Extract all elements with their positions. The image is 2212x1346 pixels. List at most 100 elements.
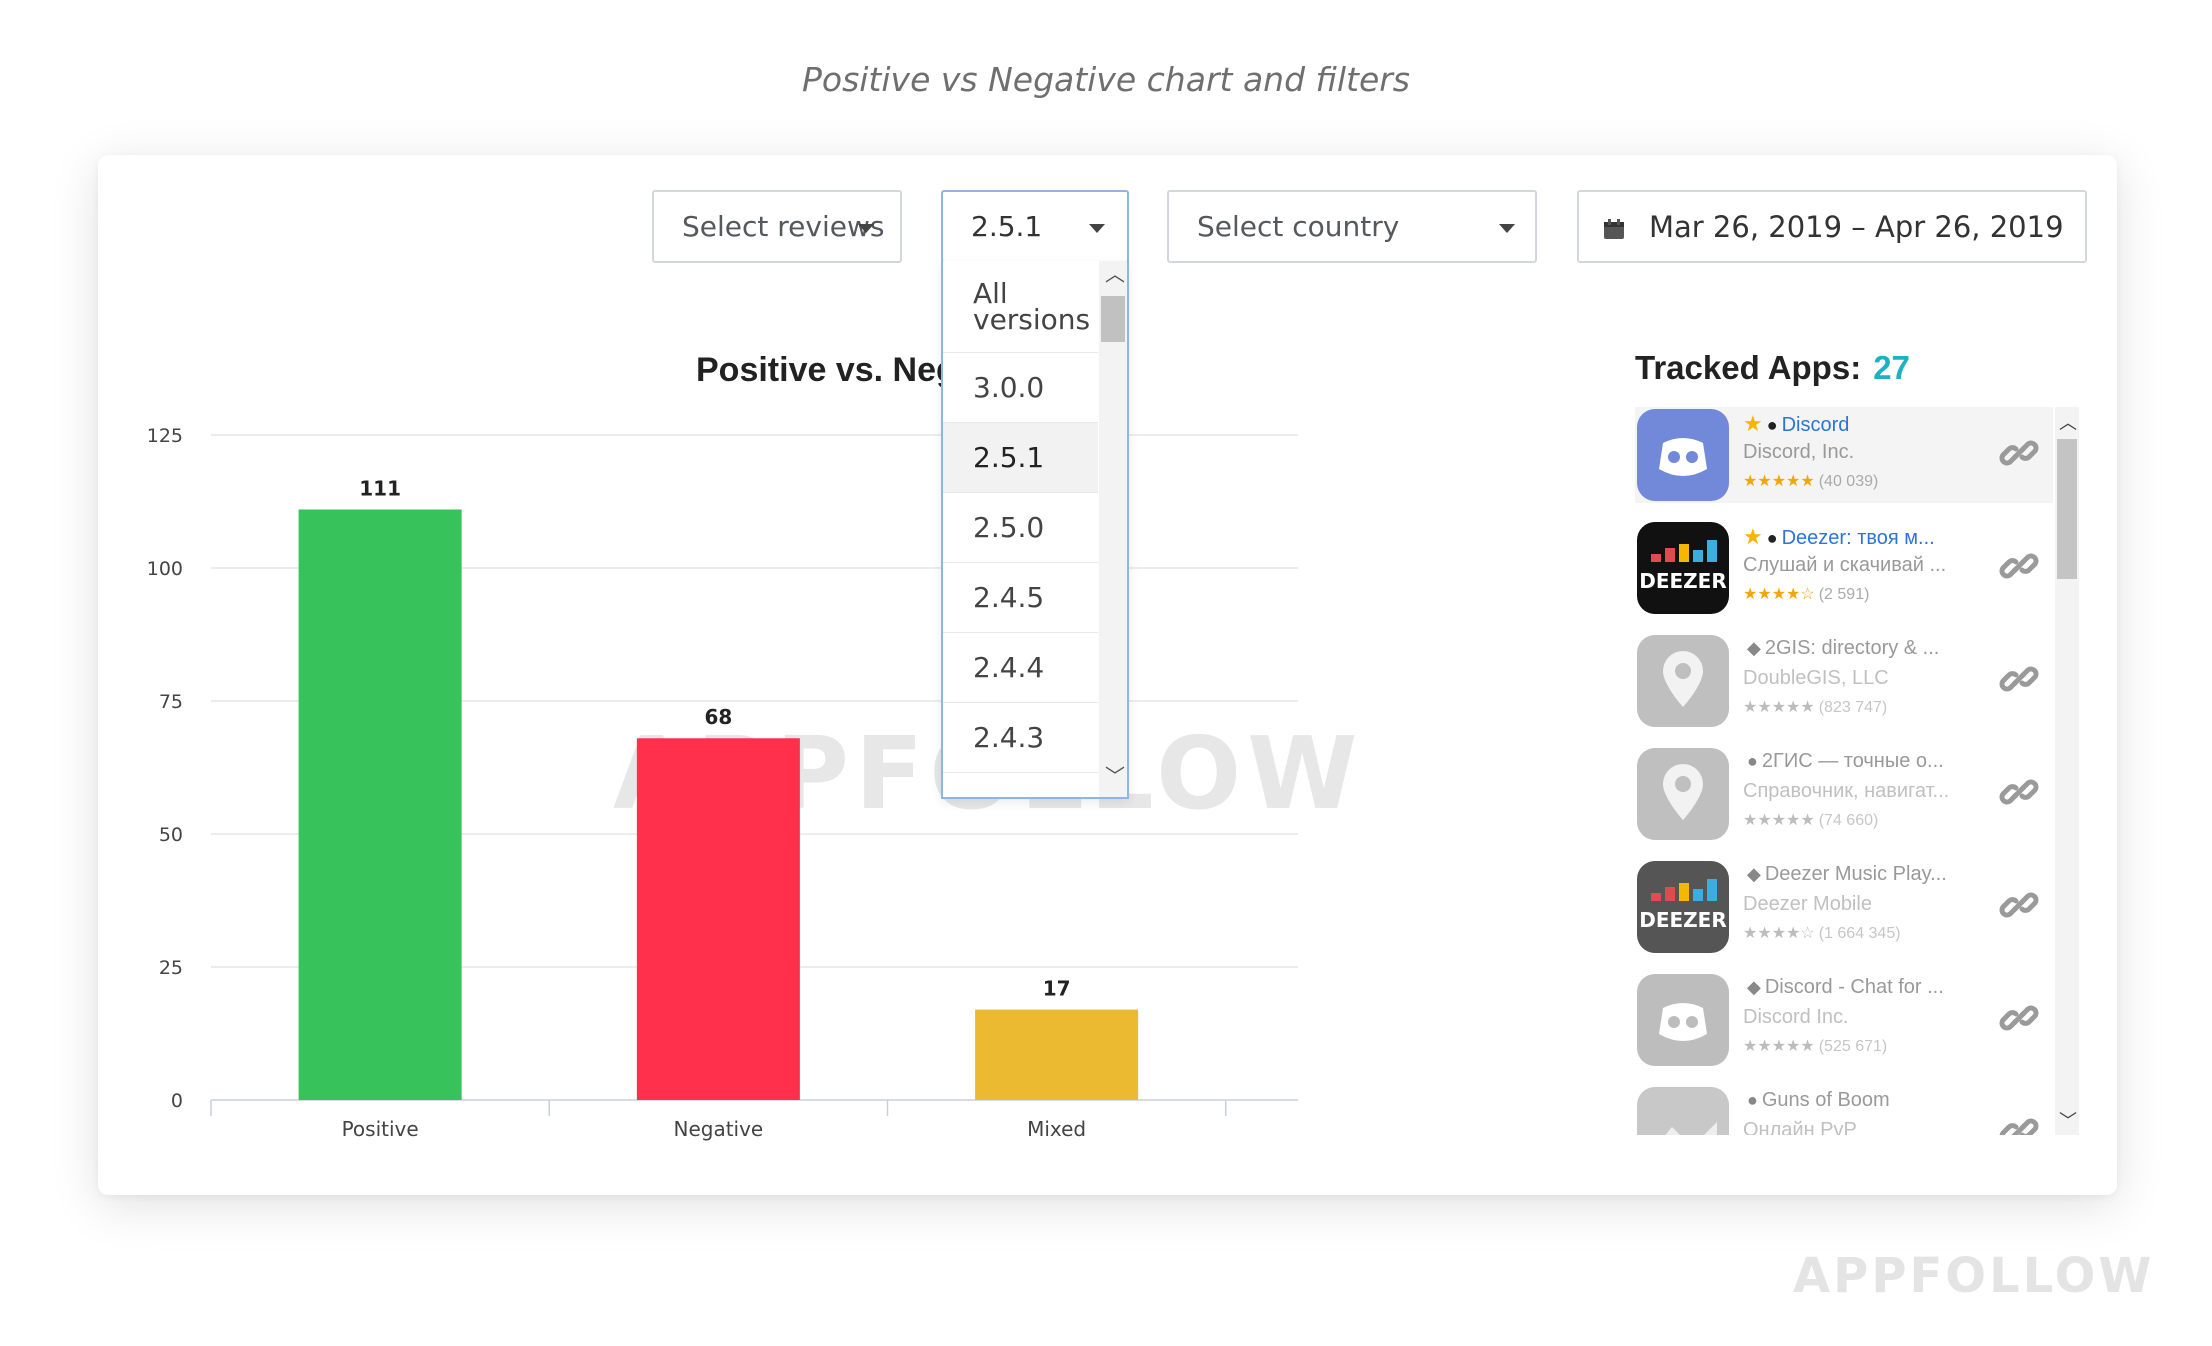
rating-stars-icon: ★★★★★ xyxy=(1743,812,1815,829)
2gis-icon xyxy=(1637,748,1729,840)
version-option[interactable]: 2.4.3 xyxy=(943,703,1098,773)
app-name[interactable]: ● Guns of Boom xyxy=(1743,1089,1983,1112)
data-label: 111 xyxy=(359,476,401,500)
app-name[interactable]: ● 2ГИС — точные о... xyxy=(1743,750,1983,773)
calendar-icon xyxy=(1604,219,1624,239)
link-icon[interactable] xyxy=(1999,433,2039,473)
guns-of-boom-icon xyxy=(1637,1087,1729,1135)
date-range-picker[interactable]: Mar 26, 2019 – Apr 26, 2019 xyxy=(1577,190,2087,263)
android-icon: ◆ xyxy=(1747,977,1761,997)
app-name[interactable]: ◆ 2GIS: directory & ... xyxy=(1743,637,1983,660)
dropdown-scrollbar[interactable]: ︿ ﹀ xyxy=(1099,261,1127,797)
app-publisher: Справочник, навигат... xyxy=(1743,780,1950,802)
chevron-down-icon xyxy=(1089,224,1105,233)
version-option[interactable]: 2.5.0 xyxy=(943,493,1098,563)
chevron-down-icon xyxy=(858,224,874,233)
app-name-text[interactable]: Deezer: твоя м... xyxy=(1781,527,1935,549)
version-option[interactable]: 2.4.5 xyxy=(943,563,1098,633)
version-option-selected[interactable]: 2.5.1 xyxy=(943,423,1098,493)
discord-icon xyxy=(1637,974,1729,1066)
tracked-app-row[interactable]: ● Guns of Boom Онлайн PvP xyxy=(1635,1085,2053,1135)
rating-stars-icon: ★★★★☆ xyxy=(1743,925,1815,942)
rating-count: (1 664 345) xyxy=(1818,925,1901,942)
android-icon: ◆ xyxy=(1747,638,1761,658)
app-name[interactable]: ◆ Deezer Music Play... xyxy=(1743,863,1983,886)
version-dropdown[interactable]: 2.5.1 xyxy=(941,190,1129,263)
favorite-star-icon[interactable]: ★ xyxy=(1743,411,1763,436)
y-tick-label: 125 xyxy=(147,425,183,447)
tracked-apps-count: 27 xyxy=(1873,349,1910,386)
app-rating: ★★★★★ (525 671) xyxy=(1743,1036,1887,1056)
app-name[interactable]: ◆ Discord - Chat for ... xyxy=(1743,976,1983,999)
select-country-dropdown[interactable]: Select country xyxy=(1167,190,1537,263)
app-name-text[interactable]: 2GIS: directory & ... xyxy=(1764,637,1940,659)
rating-count: (2 591) xyxy=(1818,586,1870,603)
svg-text:DEEZER: DEEZER xyxy=(1639,569,1727,593)
apple-icon: ● xyxy=(1766,528,1778,548)
bar-negative xyxy=(636,738,800,1100)
rating-stars-icon: ★★★★☆ xyxy=(1743,586,1815,603)
app-publisher: DoubleGIS, LLC xyxy=(1743,667,1889,689)
app-rating: ★★★★☆ (2 591) xyxy=(1743,584,1869,604)
link-icon[interactable] xyxy=(1999,1111,2039,1135)
select-reviews-dropdown[interactable]: Select reviews xyxy=(652,190,902,263)
app-publisher: Deezer Mobile xyxy=(1743,893,1872,915)
app-name[interactable]: ★ ● Discord xyxy=(1743,411,1983,437)
deezer-icon: DEEZER xyxy=(1637,861,1729,953)
version-option[interactable]: 2.4.4 xyxy=(943,633,1098,703)
version-label: 2.5.1 xyxy=(971,210,1043,243)
apple-icon: ● xyxy=(1747,1090,1758,1110)
appfollow-logo: APPFOLLOW xyxy=(1793,1248,2155,1304)
version-option[interactable]: 3.0.0 xyxy=(943,353,1098,423)
tracked-apps-label: Tracked Apps: xyxy=(1635,349,1862,386)
dropdown-scroll-thumb[interactable] xyxy=(1101,296,1125,342)
apps-scrollbar[interactable]: ︿ ﹀ xyxy=(2055,407,2079,1135)
app-name-text[interactable]: Deezer Music Play... xyxy=(1764,863,1947,885)
tracked-app-row[interactable]: ◆ Discord - Chat for ... Discord Inc. ★★★★★… xyxy=(1635,972,2053,1068)
tracked-app-row[interactable]: DEEZER ◆ Deezer Music Play... Deezer Mobile… xyxy=(1635,859,2053,955)
rating-stars-icon: ★★★★★ xyxy=(1743,699,1815,716)
scroll-up-icon[interactable]: ︿ xyxy=(2059,413,2077,433)
app-name-text[interactable]: Discord - Chat for ... xyxy=(1764,976,1944,998)
app-rating: ★★★★★ (823 747) xyxy=(1743,697,1887,717)
app-name[interactable]: ★ ● Deezer: твоя м... xyxy=(1743,524,1983,550)
page-caption: Positive vs Negative chart and filters xyxy=(801,60,1411,99)
app-name-text[interactable]: 2ГИС — точные о... xyxy=(1761,750,1944,772)
data-label: 17 xyxy=(1043,977,1071,1001)
app-publisher: Слушай и скачивай ... xyxy=(1743,554,1947,576)
scroll-up-icon[interactable]: ︿ xyxy=(1105,264,1125,286)
app-name-text[interactable]: Guns of Boom xyxy=(1761,1089,1890,1111)
discord-icon xyxy=(1637,409,1729,501)
tracked-app-row[interactable]: ◆ 2GIS: directory & ... DoubleGIS, LLC ★★★★… xyxy=(1635,633,2053,729)
deezer-icon: DEEZER xyxy=(1637,522,1729,614)
rating-stars-icon: ★★★★★ xyxy=(1743,473,1815,490)
link-icon[interactable] xyxy=(1999,772,2039,812)
y-tick-label: 25 xyxy=(159,957,183,979)
scroll-down-icon[interactable]: ﹀ xyxy=(2059,1111,2077,1131)
select-country-label: Select country xyxy=(1197,210,1400,243)
apple-icon: ● xyxy=(1747,751,1758,771)
tracked-app-row[interactable]: DEEZER ★ ● Deezer: твоя м... Слушай и скачив… xyxy=(1635,520,2053,616)
app-rating: ★★★★★ (40 039) xyxy=(1743,471,1878,491)
y-tick-label: 100 xyxy=(147,558,183,580)
app-rating: ★★★★★ (74 660) xyxy=(1743,810,1878,830)
favorite-star-icon[interactable]: ★ xyxy=(1743,524,1763,549)
apple-icon: ● xyxy=(1766,415,1778,435)
link-icon[interactable] xyxy=(1999,885,2039,925)
apps-scroll-thumb[interactable] xyxy=(2057,439,2077,579)
dashboard-card: Select reviews 2.5.1 Select country Mar … xyxy=(98,155,2117,1195)
app-publisher: Discord Inc. xyxy=(1743,1006,1849,1028)
select-reviews-label: Select reviews xyxy=(682,210,885,243)
app-name-text[interactable]: Discord xyxy=(1781,414,1850,436)
link-icon[interactable] xyxy=(1999,659,2039,699)
tracked-app-row[interactable]: ★ ● Discord Discord, Inc. ★★★★★ (40 039) xyxy=(1635,407,2053,503)
date-range-label: Mar 26, 2019 – Apr 26, 2019 xyxy=(1649,209,2064,244)
link-icon[interactable] xyxy=(1999,998,2039,1038)
link-icon[interactable] xyxy=(1999,546,2039,586)
tracked-app-row[interactable]: ● 2ГИС — точные о... Справочник, навигат..… xyxy=(1635,746,2053,842)
version-dropdown-menu: All versions 3.0.0 2.5.1 2.5.0 2.4.5 2.4… xyxy=(941,261,1129,799)
version-option[interactable]: All versions xyxy=(943,261,1098,353)
x-tick-label: Positive xyxy=(342,1117,419,1141)
scroll-down-icon[interactable]: ﹀ xyxy=(1105,766,1125,788)
data-label: 68 xyxy=(704,705,732,729)
